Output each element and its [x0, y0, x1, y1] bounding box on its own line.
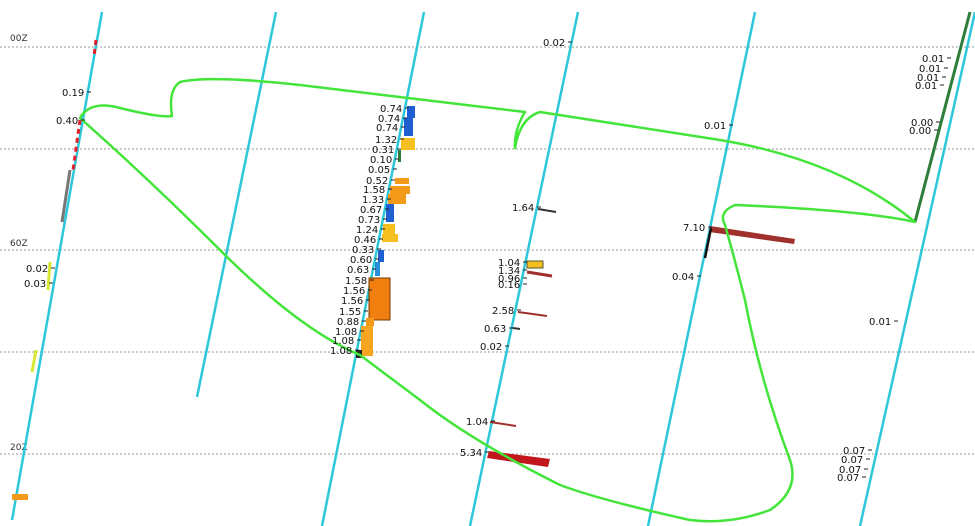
- log-segment-yellow: [30, 349, 38, 373]
- value-label: 0.74: [378, 114, 400, 125]
- value-label: 0.01: [915, 81, 937, 92]
- log-bar: [526, 260, 544, 269]
- value-label: 0.01: [917, 73, 939, 84]
- well-3-bar-log: [356, 106, 415, 358]
- value-label: 0.02: [480, 342, 502, 353]
- log-bar: [404, 118, 413, 136]
- value-label: 0.19: [62, 88, 84, 99]
- depth-label: 00Z: [10, 34, 28, 44]
- value-label: 1.58: [345, 276, 367, 287]
- value-label: 1.64: [512, 203, 534, 214]
- log-segment-yellow: [46, 261, 52, 291]
- log-bar: [537, 208, 557, 213]
- log-bar: [489, 421, 517, 427]
- well-path-6[interactable]: [858, 11, 975, 526]
- value-label: 0.07: [839, 465, 861, 476]
- depth-label: 60Z: [10, 239, 28, 249]
- well-path-2[interactable]: [195, 11, 278, 398]
- value-label: 0.74: [376, 123, 398, 134]
- value-label: 1.56: [341, 296, 363, 307]
- depth-label: 20Z: [10, 443, 28, 453]
- value-label: 0.67: [360, 205, 382, 216]
- value-labels: 0.190.400.020.030.740.740.741.320.310.10…: [24, 38, 951, 484]
- log-bar: [407, 106, 415, 118]
- value-label: 0.00: [911, 118, 933, 129]
- log-bar: [395, 178, 409, 184]
- value-label: 0.74: [380, 104, 402, 115]
- log-bar: [382, 234, 398, 242]
- log-bar: [709, 226, 795, 244]
- log-bar: [378, 250, 384, 262]
- value-label: 1.33: [362, 195, 384, 206]
- log-segment-gray: [60, 169, 72, 223]
- log-bar: [703, 227, 713, 259]
- log-bar: [383, 224, 395, 234]
- value-label: 0.01: [869, 317, 891, 328]
- value-label: 1.55: [339, 307, 361, 318]
- log-bar: [375, 262, 380, 276]
- log-bar: [517, 311, 548, 317]
- value-label: 7.10: [683, 223, 705, 234]
- value-label: 1.08: [330, 346, 352, 357]
- value-label: 0.46: [354, 235, 376, 246]
- value-label: 0.63: [347, 265, 369, 276]
- value-label: 0.10: [370, 155, 392, 166]
- value-label: 0.88: [337, 317, 359, 328]
- value-label: 0.07: [841, 455, 863, 466]
- value-label: 5.34: [460, 448, 482, 459]
- well-6-bar-log: [703, 226, 795, 259]
- well-path-5[interactable]: [646, 11, 757, 526]
- well-4-bar-log: [487, 208, 557, 467]
- value-label: 2.58: [492, 306, 514, 317]
- reference-lines: [0, 46, 975, 455]
- value-label: 0.02: [26, 264, 48, 275]
- log-bar: [361, 326, 373, 356]
- value-label: 1.24: [356, 225, 378, 236]
- log-segment-red: [92, 39, 98, 57]
- value-label: 0.01: [922, 54, 944, 65]
- well-1-log-segments: [12, 39, 98, 500]
- value-label: 1.58: [363, 185, 385, 196]
- log-bar: [512, 327, 521, 330]
- value-label: 1.32: [375, 135, 397, 146]
- value-label: 0.96: [498, 274, 520, 285]
- value-label: 0.05: [368, 165, 390, 176]
- log-bar: [388, 194, 406, 204]
- value-label: 0.07: [837, 473, 859, 484]
- value-label: 0.02: [543, 38, 565, 49]
- well-path-4[interactable]: [468, 11, 580, 526]
- value-label: 1.04: [466, 417, 488, 428]
- survey-outline[interactable]: [78, 77, 917, 523]
- value-label: 1.56: [343, 286, 365, 297]
- log-bar: [401, 138, 415, 150]
- value-label: 1.34: [498, 266, 520, 277]
- value-label: 0.03: [24, 279, 46, 290]
- log-bar: [526, 270, 553, 278]
- value-label: 0.16: [498, 280, 520, 291]
- value-label: 0.63: [484, 324, 506, 335]
- value-label: 0.07: [843, 446, 865, 457]
- value-label: 1.08: [335, 327, 357, 338]
- value-label: 0.52: [366, 176, 388, 187]
- log-bar: [398, 150, 401, 162]
- well-7-log-segment: [913, 11, 972, 223]
- value-label: 0.60: [350, 255, 372, 266]
- value-label: 1.04: [498, 258, 520, 269]
- log-bar: [366, 318, 374, 326]
- value-label: 0.40: [56, 116, 78, 127]
- value-label: 0.73: [358, 215, 380, 226]
- log-bar-orange: [12, 494, 28, 500]
- value-label: 0.01: [919, 64, 941, 75]
- value-label: 1.08: [332, 336, 354, 347]
- value-label: 0.00: [909, 126, 931, 137]
- well-path-1[interactable]: [10, 11, 104, 521]
- log-bar: [390, 186, 410, 194]
- value-label: 0.33: [352, 245, 374, 256]
- value-label: 0.01: [704, 121, 726, 132]
- value-label: 0.04: [672, 272, 694, 283]
- log-bar: [386, 204, 394, 222]
- log-bar: [368, 277, 391, 321]
- value-label: 0.31: [372, 145, 394, 156]
